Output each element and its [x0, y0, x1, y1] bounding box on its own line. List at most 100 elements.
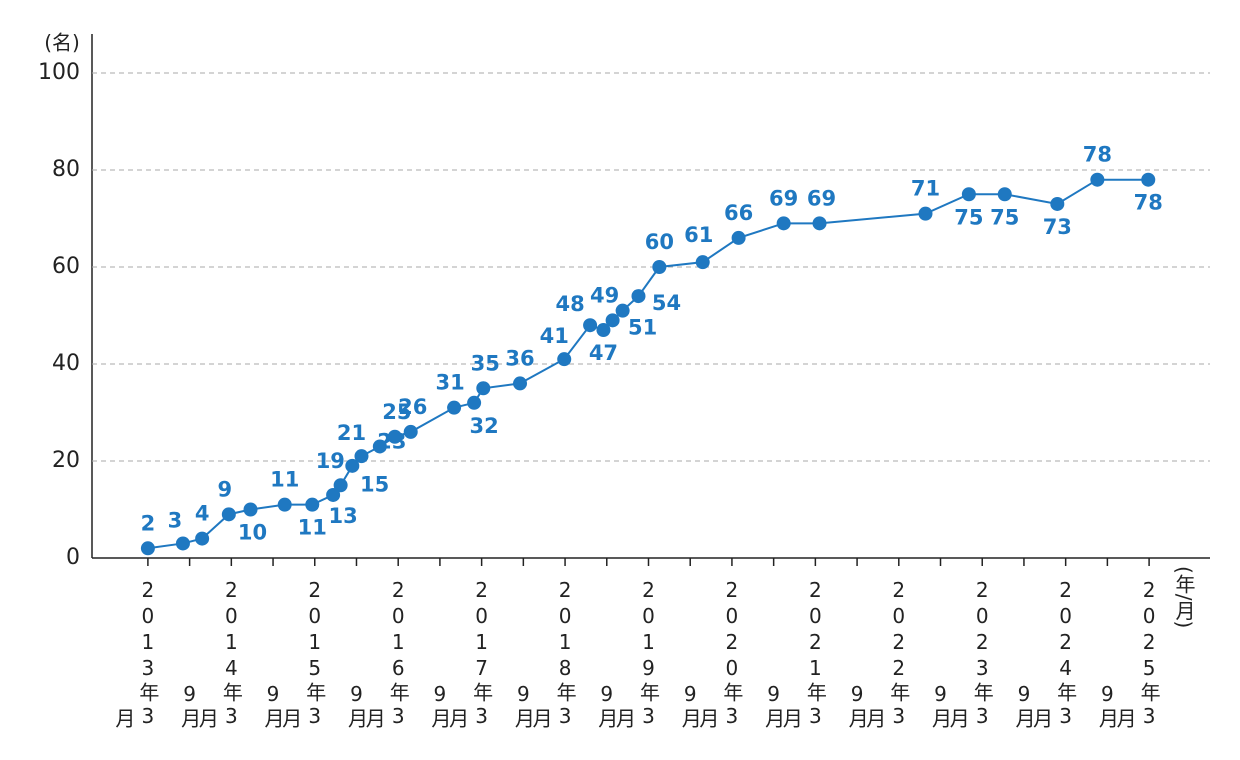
value-label: 75 — [954, 205, 983, 229]
point — [305, 497, 320, 512]
point — [557, 352, 572, 367]
point — [387, 429, 402, 444]
point — [596, 323, 611, 338]
value-label: 35 — [471, 351, 500, 375]
y-tick-label: 20 — [52, 448, 80, 473]
value-label: 10 — [238, 521, 267, 545]
value-label: 11 — [298, 516, 327, 540]
value-label: 21 — [337, 421, 366, 445]
value-label: 11 — [270, 468, 299, 492]
value-label: 60 — [645, 230, 674, 254]
point — [447, 400, 462, 415]
x-tick-label: 2018年3月 — [529, 578, 578, 730]
point — [403, 424, 418, 439]
value-label: 78 — [1134, 191, 1163, 215]
point — [961, 187, 976, 202]
point — [372, 439, 387, 454]
x-tick-label: 9月 — [761, 682, 786, 730]
value-label: 3 — [168, 508, 183, 532]
point — [812, 216, 827, 231]
value-label: 49 — [590, 283, 619, 307]
x-unit: (年/月) — [1172, 566, 1196, 629]
value-label: 69 — [769, 186, 798, 210]
value-label: 4 — [195, 502, 210, 526]
value-label: 32 — [470, 414, 499, 438]
x-tick-label: 9月 — [261, 682, 286, 730]
x-tick-label: 2014年3月 — [195, 578, 244, 730]
point — [918, 206, 933, 221]
point — [776, 216, 791, 231]
y-unit: (名) — [44, 31, 80, 55]
point — [277, 497, 292, 512]
point — [513, 376, 528, 391]
point — [354, 449, 369, 464]
value-label: 78 — [1083, 143, 1112, 167]
x-tick-label: 9月 — [845, 682, 870, 730]
x-tick-label: 2025年3月 — [1113, 578, 1162, 730]
y-tick-label: 40 — [52, 351, 80, 376]
point — [221, 507, 236, 522]
point — [243, 502, 258, 517]
value-label: 36 — [505, 346, 534, 370]
x-tick-label: 2021年3月 — [779, 578, 828, 730]
x-tick-label: 9月 — [594, 682, 619, 730]
point — [175, 536, 190, 551]
value-label: 51 — [628, 316, 657, 340]
y-tick-label: 80 — [52, 157, 80, 182]
point — [1141, 172, 1156, 187]
point — [326, 487, 341, 502]
x-tick-label: 9月 — [928, 682, 953, 730]
y-tick-label: 0 — [66, 545, 80, 570]
x-tick-label: 2015年3月 — [278, 578, 327, 730]
value-label: 19 — [316, 449, 345, 473]
value-label: 26 — [398, 395, 427, 419]
point — [997, 187, 1012, 202]
value-label: 2 — [141, 511, 156, 535]
x-tick-label: 2020年3月 — [695, 578, 744, 730]
point — [652, 260, 667, 274]
x-tick-label: 2017年3月 — [445, 578, 494, 730]
value-label: 25 — [382, 400, 411, 424]
x-tick-label: 9月 — [1095, 682, 1120, 730]
point — [195, 531, 210, 546]
value-label: 61 — [684, 223, 713, 247]
x-tick-label: 9月 — [678, 682, 703, 730]
value-label: 73 — [1043, 215, 1072, 239]
point — [605, 313, 620, 328]
point — [333, 478, 348, 493]
point — [1050, 196, 1065, 211]
point — [583, 318, 598, 333]
point — [140, 541, 155, 556]
y-tick-label: 100 — [38, 60, 80, 85]
point — [345, 458, 360, 473]
value-label: 15 — [360, 472, 389, 496]
value-label: 48 — [555, 292, 584, 316]
x-tick-label: 2022年3月 — [862, 578, 911, 730]
value-label: 9 — [218, 477, 233, 501]
value-label: 71 — [911, 177, 940, 201]
value-label: 47 — [589, 341, 618, 365]
x-tick-label: 2016年3月 — [362, 578, 411, 730]
x-tick-label: 9月 — [177, 682, 202, 730]
x-tick-label: 2013年3月 — [111, 578, 160, 730]
value-label: 54 — [652, 291, 681, 315]
y-tick-label: 60 — [52, 254, 80, 279]
x-tick-label: 2023年3月 — [946, 578, 995, 730]
point — [615, 303, 630, 318]
x-tick-label: 9月 — [427, 682, 452, 730]
point — [731, 230, 746, 245]
value-label: 69 — [807, 186, 836, 210]
point — [1090, 172, 1105, 187]
value-label: 41 — [540, 324, 569, 348]
value-label: 31 — [435, 371, 464, 395]
x-tick-label: 2024年3月 — [1029, 578, 1078, 730]
point — [467, 395, 482, 410]
x-tick-label: 9月 — [344, 682, 369, 730]
value-label: 66 — [724, 201, 753, 225]
x-tick-label: 9月 — [1011, 682, 1036, 730]
value-label: 75 — [990, 205, 1019, 229]
x-tick-label: 2019年3月 — [612, 578, 661, 730]
point — [476, 381, 491, 396]
